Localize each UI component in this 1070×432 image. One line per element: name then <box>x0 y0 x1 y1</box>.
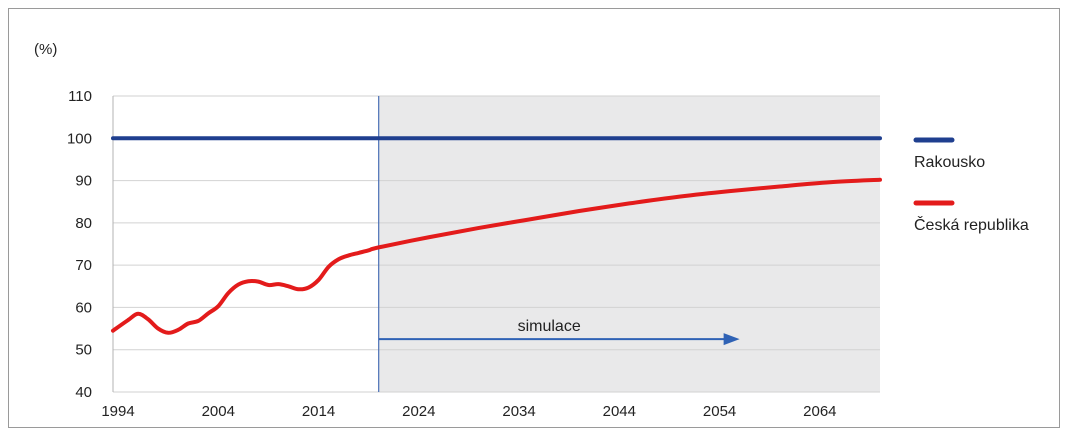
x-tick-label: 2064 <box>803 403 836 420</box>
series-line-ceska-republika <box>111 177 882 335</box>
series-layer <box>111 136 882 335</box>
x-tick-labels: 1994 2004 2014 2024 2034 2044 2054 2064 <box>101 403 836 420</box>
simulation-annotation: simulace <box>378 318 740 346</box>
y-tick-label: 110 <box>68 88 92 105</box>
y-tick-label: 90 <box>75 173 92 190</box>
x-tick-label: 2054 <box>703 403 736 420</box>
simulation-label: simulace <box>518 318 581 335</box>
x-tick-label: 2024 <box>402 403 435 420</box>
simulation-arrowhead <box>723 333 740 346</box>
x-tick-label: 2044 <box>603 403 636 420</box>
x-tick-label: 1994 <box>101 403 134 420</box>
legend: Rakousko Česká republika <box>913 137 1029 234</box>
x-tick-label: 2014 <box>302 403 335 420</box>
y-tick-label: 40 <box>75 384 92 401</box>
x-tick-label: 2034 <box>502 403 535 420</box>
simulation-background <box>378 96 880 392</box>
y-tick-label: 100 <box>67 130 92 147</box>
y-tick-label: 60 <box>75 299 92 316</box>
y-tick-label: 50 <box>75 342 92 359</box>
y-tick-label: 70 <box>75 257 92 274</box>
legend-label: Česká republika <box>914 215 1029 234</box>
legend-label: Rakousko <box>914 154 985 171</box>
x-tick-label: 2004 <box>202 403 235 420</box>
y-unit-label: (%) <box>34 41 57 58</box>
y-tick-label: 80 <box>75 215 92 232</box>
y-tick-labels: 110 100 90 80 70 60 50 40 <box>67 88 92 401</box>
